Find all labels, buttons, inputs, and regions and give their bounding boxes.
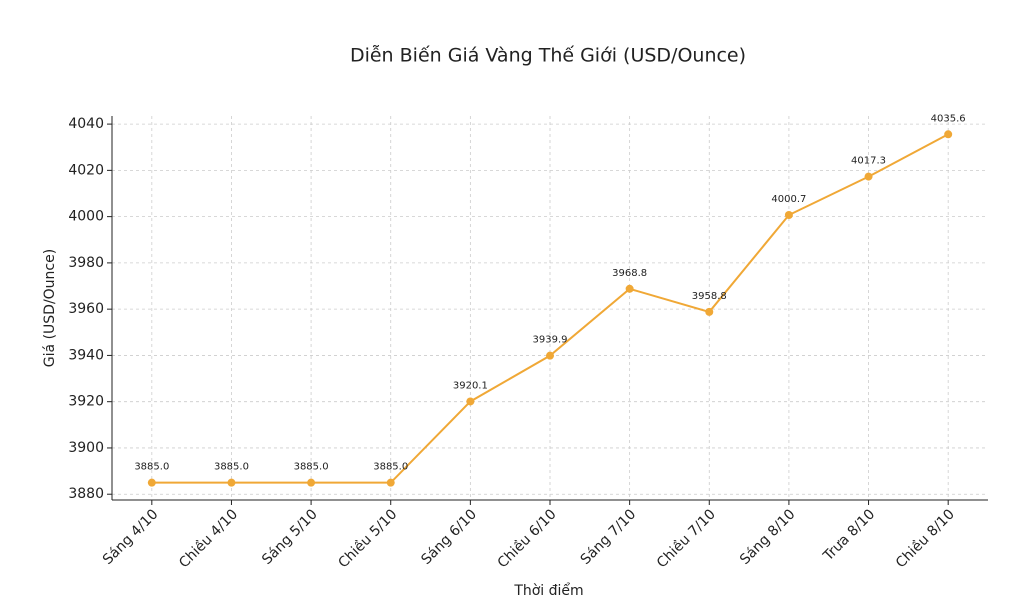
point	[466, 397, 475, 406]
point	[386, 478, 395, 487]
x-tick-label: Chiều 6/10	[494, 506, 560, 572]
y-tick-label: 4040	[68, 116, 104, 132]
value-label: 3885.0	[134, 462, 169, 473]
y-tick-label: 3960	[68, 301, 104, 317]
point	[625, 284, 634, 293]
x-tick-label: Trưa 8/10	[820, 506, 878, 564]
y-tick-label: 4020	[68, 162, 104, 178]
x-tick-label: Sáng 6/10	[418, 506, 480, 568]
value-label: 4035.6	[931, 113, 966, 124]
value-label: 3968.8	[612, 268, 647, 279]
y-tick-label: 3920	[68, 394, 104, 410]
value-label: 4017.3	[851, 156, 886, 167]
y-tick-label: 3900	[68, 440, 104, 456]
point	[227, 478, 236, 487]
y-tick-label: 3980	[68, 255, 104, 271]
x-tick-label: Chiều 8/10	[892, 506, 958, 572]
value-label: 3958.8	[692, 291, 727, 302]
x-tick-label: Chiều 4/10	[175, 506, 241, 572]
x-tick-label: Sáng 4/10	[100, 506, 162, 568]
point	[705, 307, 714, 316]
value-label: 3920.1	[453, 380, 488, 391]
x-axis-label: Thời điểm	[513, 582, 583, 599]
x-tick-label: Chiều 7/10	[653, 506, 719, 572]
value-label: 3939.9	[533, 335, 568, 346]
point	[784, 211, 793, 220]
value-label: 3885.0	[373, 462, 408, 473]
point	[864, 172, 873, 181]
y-tick-label: 3880	[68, 486, 104, 502]
x-tick-label: Chiều 5/10	[335, 506, 401, 572]
y-axis-label: Giá (USD/Ounce)	[42, 249, 58, 367]
value-label: 3885.0	[214, 462, 249, 473]
point	[546, 351, 554, 360]
x-tick-label: Sáng 5/10	[259, 506, 321, 568]
x-tick-label: Sáng 8/10	[737, 506, 799, 568]
chart-title: Diễn Biến Giá Vàng Thế Giới (USD/Ounce)	[350, 44, 746, 67]
point	[307, 478, 316, 487]
y-tick-label: 3940	[68, 347, 104, 363]
y-tick-label: 4000	[68, 209, 104, 225]
point	[944, 130, 953, 139]
point	[147, 478, 156, 487]
x-tick-label: Sáng 7/10	[578, 506, 640, 568]
value-label: 3885.0	[294, 462, 329, 473]
value-label: 4000.7	[771, 194, 806, 205]
